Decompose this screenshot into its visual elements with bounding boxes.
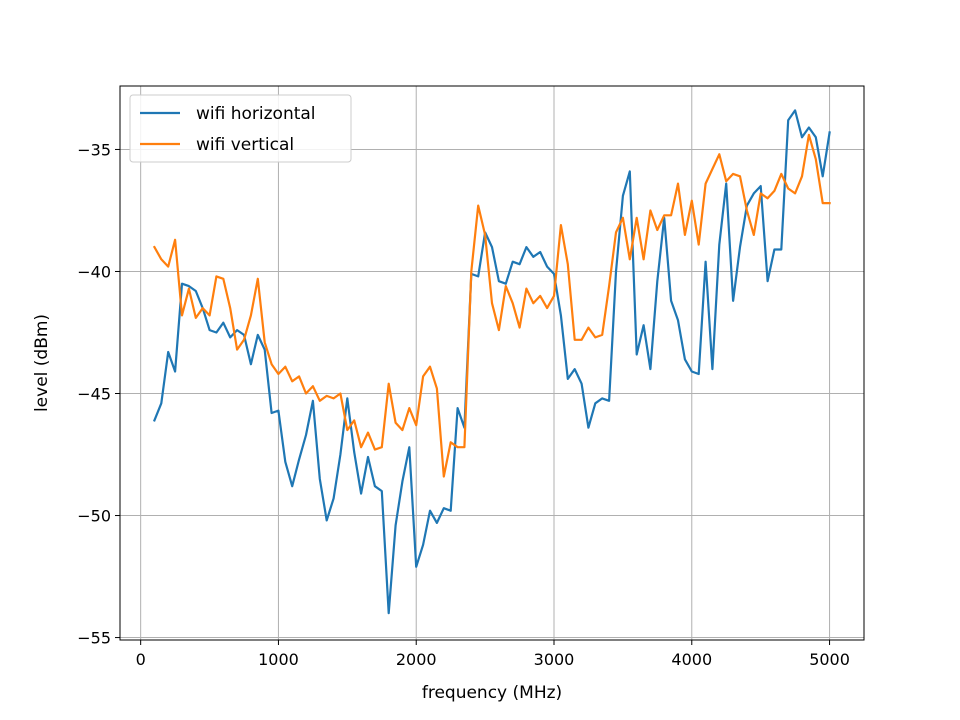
y-tick-label: −50 xyxy=(77,507,111,526)
x-tick-label: 3000 xyxy=(534,650,575,669)
legend-box xyxy=(129,94,352,163)
grid-lines xyxy=(120,86,864,640)
y-axis-ticks: −55 −50 −45 −40 −35 xyxy=(77,140,120,648)
x-tick-label: 1000 xyxy=(258,650,299,669)
y-axis-label: level (dBm) xyxy=(32,314,52,412)
y-tick-label: −55 xyxy=(77,629,111,648)
y-tick-label: −40 xyxy=(77,262,111,281)
plot-area xyxy=(120,86,864,640)
legend-label-wifi-horizontal: wifi horizontal xyxy=(196,104,316,124)
y-tick-label: −35 xyxy=(77,140,111,159)
x-tick-label: 0 xyxy=(136,650,146,669)
x-tick-label: 2000 xyxy=(396,650,437,669)
x-tick-label: 4000 xyxy=(671,650,712,669)
y-tick-label: −45 xyxy=(77,385,111,404)
plot-frame xyxy=(119,85,865,641)
x-axis-ticks: 0 1000 2000 3000 4000 5000 xyxy=(136,640,850,669)
series-line-wifi-horizontal xyxy=(152,109,831,615)
x-axis-label: frequency (MHz) xyxy=(422,683,562,703)
series-layer xyxy=(152,109,831,615)
legend: wifi horizontal wifi vertical xyxy=(129,94,352,163)
legend-label-wifi-vertical: wifi vertical xyxy=(196,135,294,155)
x-tick-label: 5000 xyxy=(809,650,850,669)
series-line-wifi-vertical xyxy=(152,133,831,478)
